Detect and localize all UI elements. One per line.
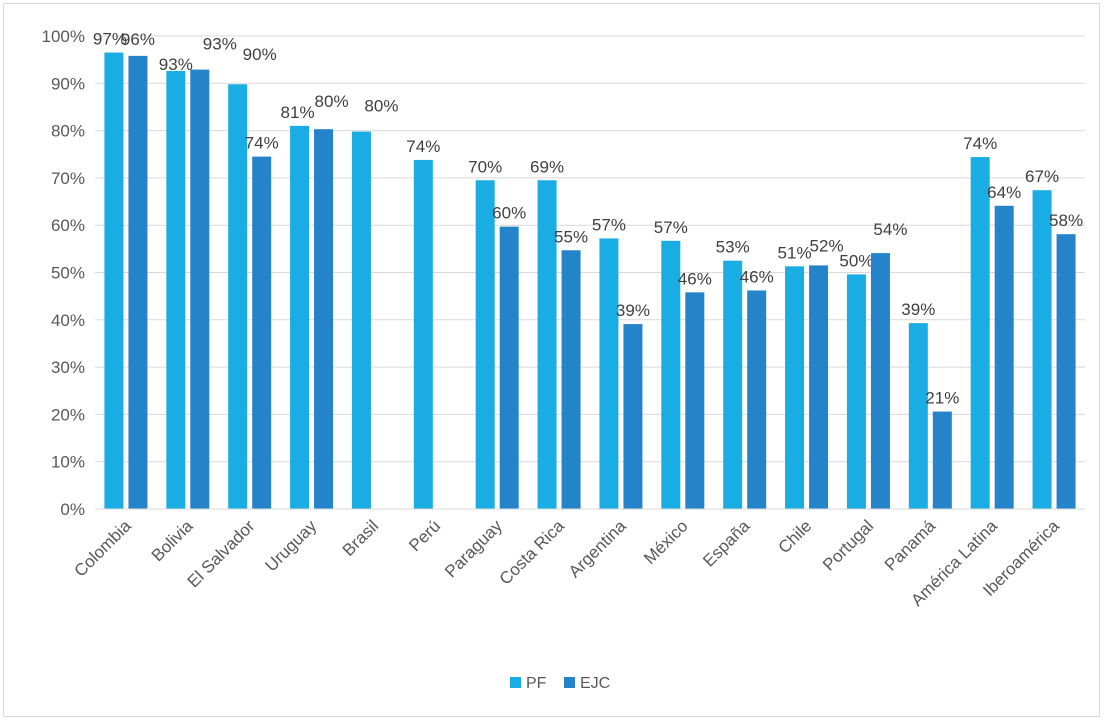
data-label-pf: 69%	[530, 157, 564, 176]
data-label-ejc: 58%	[1049, 211, 1083, 230]
y-tick-label: 50%	[51, 264, 85, 283]
data-label-ejc: 80%	[315, 92, 349, 111]
bar-ejc	[499, 226, 519, 509]
bar-ejc	[190, 69, 210, 509]
y-tick-label: 70%	[51, 169, 85, 188]
bar-ejc	[623, 324, 643, 509]
data-label-pf: 53%	[716, 238, 750, 257]
data-label-ejc: 52%	[810, 236, 844, 255]
data-label-ejc: 55%	[554, 227, 588, 246]
x-tick-label: México	[640, 516, 692, 568]
data-label-pf: 57%	[654, 218, 688, 237]
bar-pf	[537, 180, 557, 509]
y-tick-label: 20%	[51, 405, 85, 424]
data-label-ejc: 46%	[740, 267, 774, 286]
y-tick-label: 100%	[42, 27, 85, 46]
y-tick-label: 10%	[51, 453, 85, 472]
data-label-pf: 97%	[93, 30, 127, 49]
x-tick-label: Chile	[775, 516, 816, 557]
bar-ejc	[747, 290, 767, 509]
bar-pf	[413, 159, 433, 509]
y-tick-label: 60%	[51, 216, 85, 235]
bar-ejc	[685, 292, 705, 509]
bar-ejc	[994, 205, 1014, 509]
data-label-ejc: 64%	[987, 183, 1021, 202]
bar-ejc	[314, 129, 334, 509]
x-tick-label: Costa Rica	[496, 516, 569, 589]
data-label-pf: 51%	[778, 243, 812, 262]
bar-pf	[908, 323, 928, 509]
data-label-pf: 57%	[592, 215, 626, 234]
bar-pf	[351, 131, 371, 509]
legend-swatch-ejc	[564, 677, 575, 688]
data-label-pf: 67%	[1025, 167, 1059, 186]
y-tick-label: 90%	[51, 74, 85, 93]
bar-pf	[723, 260, 743, 509]
bar-pf	[104, 52, 124, 510]
data-label-pf: 93%	[159, 55, 193, 74]
bar-pf	[599, 238, 619, 509]
data-label-ejc: 96%	[121, 30, 155, 49]
x-tick-label: Paraguay	[441, 516, 506, 581]
x-tick-label: Argentina	[565, 516, 630, 581]
bar-ejc	[870, 253, 890, 509]
bar-ejc	[128, 55, 148, 510]
x-tick-label: Bolivia	[148, 516, 197, 565]
bar-ejc	[252, 156, 272, 510]
data-label-pf: 74%	[406, 137, 440, 156]
data-label-pf: 70%	[468, 157, 502, 176]
y-tick-label: 80%	[51, 122, 85, 141]
legend-label-pf: PF	[526, 675, 547, 692]
data-label-ejc: 54%	[873, 220, 907, 239]
data-label-pf: 39%	[901, 300, 935, 319]
y-tick-label: 40%	[51, 311, 85, 330]
bar-ejc	[1056, 234, 1076, 509]
data-label-ejc: 46%	[678, 269, 712, 288]
x-tick-label: Uruguay	[262, 516, 321, 575]
bar-pf	[661, 240, 681, 509]
data-label-ejc: 39%	[616, 301, 650, 320]
bar-pf	[166, 71, 186, 509]
x-tick-label: Portugal	[819, 516, 877, 574]
bar-ejc	[932, 411, 952, 509]
legend-label-ejc: EJC	[580, 675, 610, 692]
data-label-pf: 74%	[963, 134, 997, 153]
bar-ejc	[809, 265, 829, 509]
data-label-ejc: 60%	[492, 204, 526, 223]
x-tick-label: Perú	[405, 516, 444, 555]
data-label-pf: 90%	[243, 45, 277, 64]
bar-pf	[1032, 190, 1052, 509]
data-label-pf: 80%	[364, 97, 398, 116]
x-tick-label: Colombia	[71, 516, 136, 581]
bar-pf	[970, 157, 990, 509]
data-label-ejc: 21%	[925, 389, 959, 408]
y-tick-label: 30%	[51, 358, 85, 377]
bar-pf	[475, 180, 495, 509]
bar-pf	[785, 266, 805, 509]
data-label-pf: 81%	[281, 103, 315, 122]
legend-swatch-pf	[510, 677, 521, 688]
bar-ejc	[561, 250, 581, 510]
y-tick-label: 0%	[60, 500, 85, 519]
bar-pf	[846, 274, 866, 509]
bar-pf	[290, 125, 310, 510]
data-label-ejc: 74%	[245, 134, 279, 153]
bar-pf	[228, 84, 248, 509]
data-label-ejc: 93%	[203, 35, 237, 54]
x-tick-label: Panamá	[881, 516, 940, 575]
x-tick-label: España	[699, 516, 754, 571]
x-tick-label: Brasil	[339, 516, 382, 559]
x-tick-label: El Salvador	[184, 516, 259, 591]
data-label-pf: 50%	[839, 251, 873, 270]
